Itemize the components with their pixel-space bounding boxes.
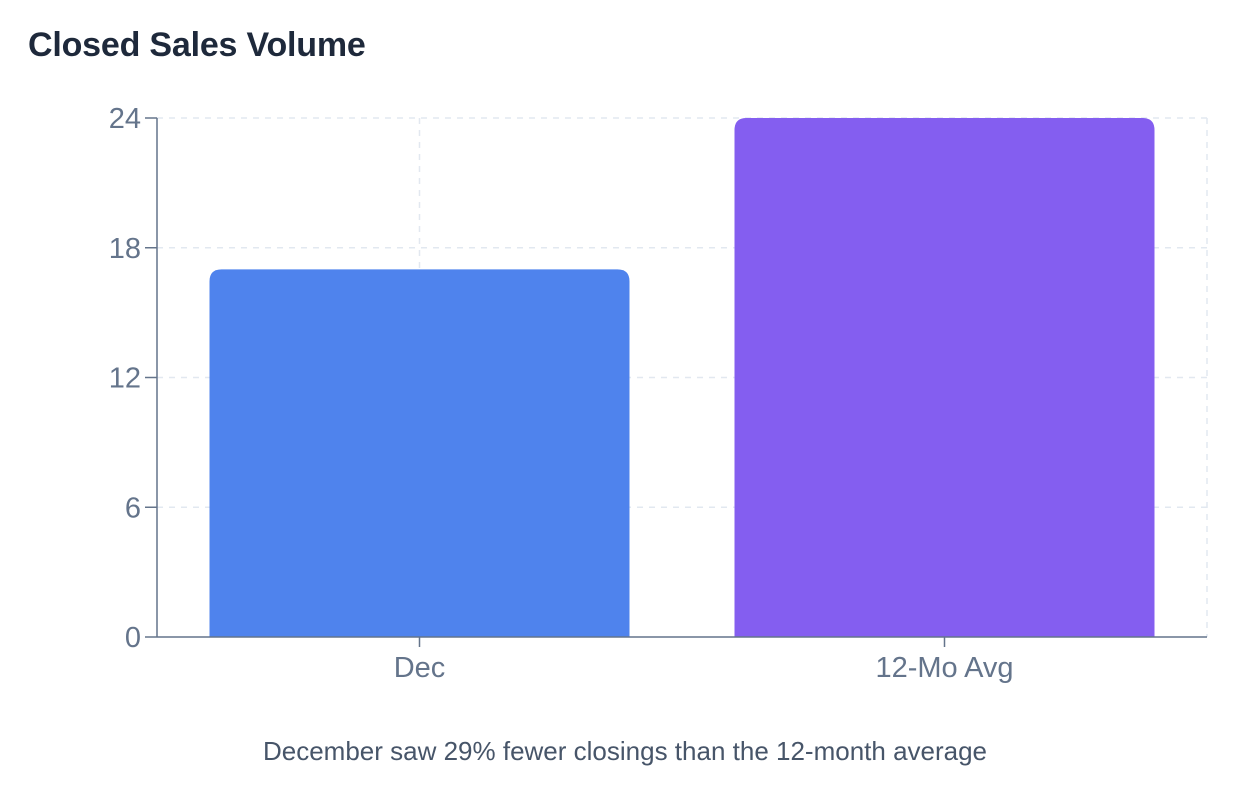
bar-chart: 0 6 12 18 24 Dec 12-Mo Avg [109, 103, 1208, 684]
y-tick-labels: 0 6 12 18 24 [109, 103, 141, 654]
bar-dec [209, 269, 630, 637]
bars [209, 118, 1155, 637]
chart-caption: December saw 29% fewer closings than the… [262, 736, 988, 766]
x-tick-labels: Dec 12-Mo Avg [394, 652, 1014, 684]
x-tick-label: 12-Mo Avg [875, 652, 1013, 684]
x-tick-label: Dec [394, 652, 446, 684]
y-tick-label: 6 [125, 492, 141, 524]
y-tick-label: 18 [109, 233, 141, 265]
axes [145, 117, 1207, 647]
y-tick-label: 24 [109, 103, 141, 135]
bar-12-mo-avg [734, 118, 1155, 637]
y-tick-label: 0 [125, 622, 141, 654]
y-tick-label: 12 [109, 363, 141, 395]
chart-title: Closed Sales Volume [28, 26, 366, 64]
